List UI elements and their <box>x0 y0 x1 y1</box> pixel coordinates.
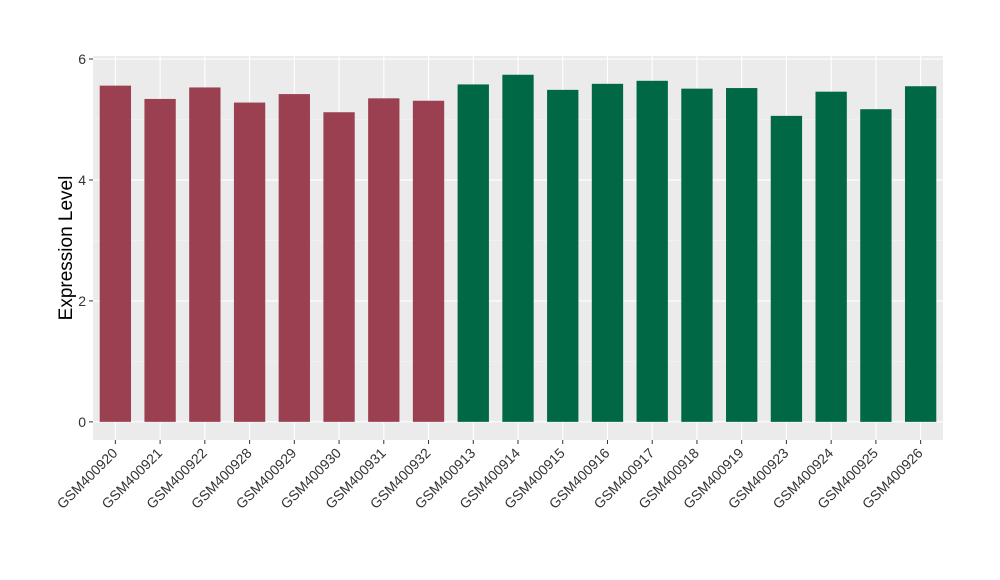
bar-GSM400931 <box>368 98 400 422</box>
y-axis-title: Expression Level <box>56 176 77 321</box>
bar-GSM400917 <box>636 80 668 422</box>
bar-GSM400919 <box>726 88 758 422</box>
bar-GSM400932 <box>412 100 445 422</box>
y-tick-label: 0 <box>78 414 86 430</box>
bar-GSM400923 <box>770 115 803 422</box>
bar-GSM400924 <box>815 91 847 422</box>
bar-GSM400915 <box>547 89 579 422</box>
bar-GSM400925 <box>860 109 892 422</box>
bar-GSM400921 <box>144 98 176 422</box>
bar-GSM400930 <box>323 112 355 422</box>
bar-GSM400926 <box>904 86 937 422</box>
bar-GSM400922 <box>189 87 221 422</box>
y-tick-label: 2 <box>78 293 86 309</box>
bar-GSM400920 <box>99 85 132 422</box>
x-axis: GSM400920GSM400921GSM400922GSM400928GSM4… <box>54 440 926 512</box>
bar-GSM400916 <box>591 83 624 422</box>
bars <box>99 74 937 422</box>
y-tick-label: 6 <box>78 51 86 67</box>
bar-GSM400918 <box>681 88 713 422</box>
bar-GSM400928 <box>233 102 266 422</box>
y-axis: 0 2 4 6 <box>78 51 93 430</box>
y-tick-label: 4 <box>78 172 86 188</box>
bar-GSM400929 <box>278 94 310 422</box>
bar-GSM400913 <box>457 84 489 422</box>
bar-GSM400914 <box>502 74 534 422</box>
